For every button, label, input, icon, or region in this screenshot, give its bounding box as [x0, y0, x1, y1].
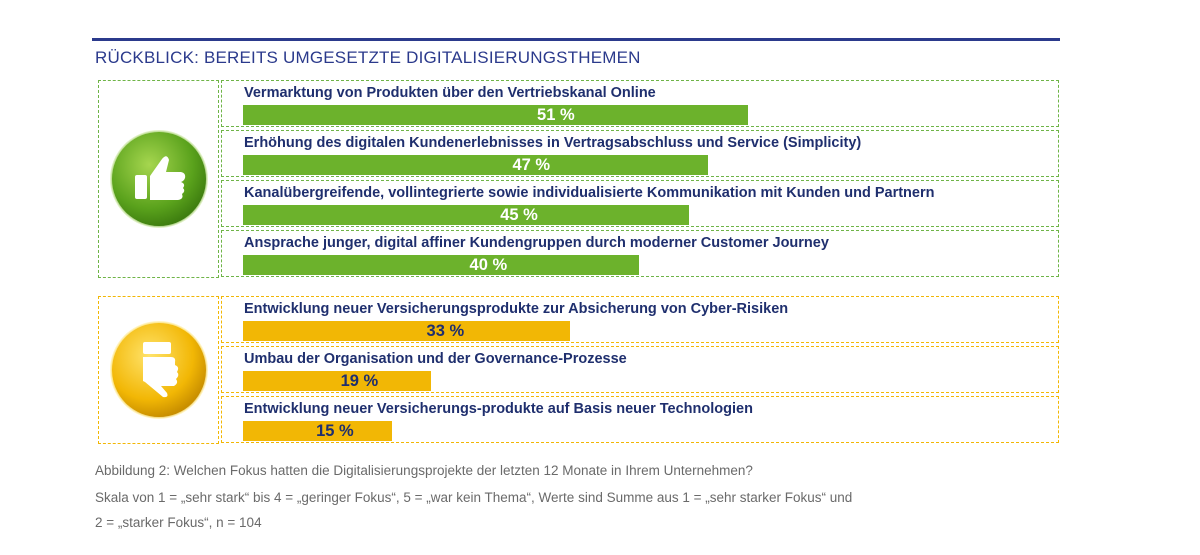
bar-row: Umbau der Organisation und der Governanc…	[221, 346, 1059, 393]
bar-label: Vermarktung von Produkten über den Vertr…	[244, 85, 656, 101]
bar-label: Erhöhung des digitalen Kundenerlebnisses…	[244, 135, 862, 151]
bar	[243, 321, 570, 341]
bar-label: Ansprache junger, digital affiner Kunden…	[244, 235, 829, 251]
bar-label: Umbau der Organisation und der Governanc…	[244, 351, 627, 367]
bar-label: Entwicklung neuer Versicherungsprodukte …	[244, 301, 789, 317]
positive-icon-panel	[98, 80, 219, 278]
bar-row: Kanalübergreifende, vollintegrierte sowi…	[221, 180, 1059, 227]
bar-label: Entwicklung neuer Versicherungs-produkte…	[244, 401, 753, 417]
bar-value-label: 51 %	[537, 106, 575, 124]
figure-caption: Abbildung 2: Welchen Fokus hatten die Di…	[95, 463, 753, 478]
thumbs-up-icon	[109, 130, 208, 228]
bar	[243, 255, 639, 275]
scale-note-continued: 2 = „starker Fokus“, n = 104	[95, 515, 262, 530]
bar-value-label: 19 %	[340, 372, 379, 390]
bar-label: Kanalübergreifende, vollintegrierte sowi…	[244, 185, 935, 201]
bar-row: Ansprache junger, digital affiner Kunden…	[221, 230, 1059, 277]
bar-row: Entwicklung neuer Versicherungs-produkte…	[221, 396, 1059, 443]
bar	[243, 155, 709, 175]
neutral-icon-panel	[98, 296, 219, 444]
bar-row: Erhöhung des digitalen Kundenerlebnisses…	[221, 130, 1059, 177]
bar	[243, 105, 748, 125]
bar	[243, 205, 689, 225]
scale-note: Skala von 1 = „sehr stark“ bis 4 = „geri…	[95, 490, 853, 505]
bar	[243, 371, 432, 391]
bar-row: Entwicklung neuer Versicherungsprodukte …	[221, 296, 1059, 343]
top-rule	[92, 38, 1060, 41]
bar	[243, 421, 392, 441]
bar-value-label: 40 %	[469, 256, 508, 274]
bar-value-label: 15 %	[316, 422, 354, 440]
bar-value-label: 47 %	[512, 156, 551, 174]
thumbs-sideways-icon	[109, 321, 208, 419]
chart-title: RÜCKBLICK: BEREITS UMGESETZTE DIGITALISI…	[95, 48, 641, 67]
bar-value-label: 45 %	[500, 206, 538, 224]
bar-row: Vermarktung von Produkten über den Vertr…	[221, 80, 1059, 127]
bar-value-label: 33 %	[426, 322, 465, 340]
